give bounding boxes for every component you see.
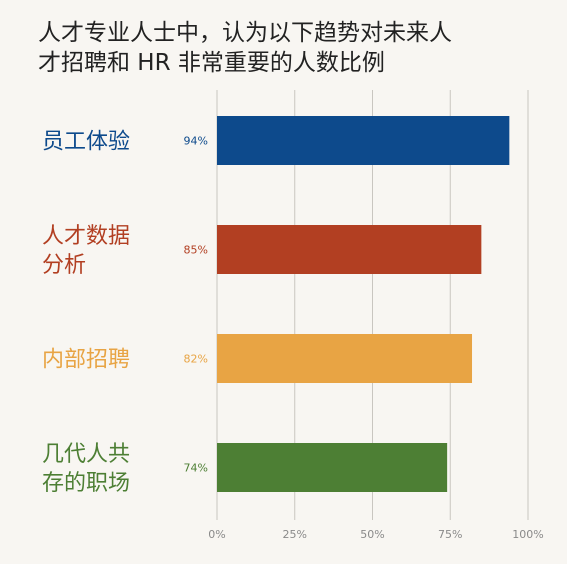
value-label: 82% — [184, 353, 208, 366]
chart-title-line: 人才专业人士中，认为以下趋势对未来人 — [38, 20, 452, 46]
x-tick-label: 100% — [512, 528, 543, 541]
bar — [217, 443, 448, 492]
chart-title-line: 才招聘和 HR 非常重要的人数比例 — [38, 50, 385, 76]
value-label: 85% — [184, 244, 208, 257]
category-label: 几代人共存的职场 — [42, 442, 130, 496]
x-tick-label: 75% — [438, 528, 462, 541]
bar — [217, 116, 510, 165]
chart-x-axis-ticks: 0% 25% 50% 75% 100% — [208, 528, 543, 541]
category-label: 人才数据分析 — [42, 224, 130, 278]
value-label: 94% — [184, 135, 208, 148]
value-label: 74% — [184, 462, 208, 475]
x-tick-label: 50% — [360, 528, 384, 541]
category-label: 员工体验 — [42, 130, 130, 155]
x-tick-label: 0% — [208, 528, 225, 541]
bar — [217, 334, 473, 383]
chart-value-labels: 94% 85% 82% 74% — [184, 135, 208, 475]
x-tick-label: 25% — [283, 528, 307, 541]
chart-bars — [217, 116, 510, 492]
category-label: 内部招聘 — [42, 348, 130, 373]
bar — [217, 225, 482, 274]
